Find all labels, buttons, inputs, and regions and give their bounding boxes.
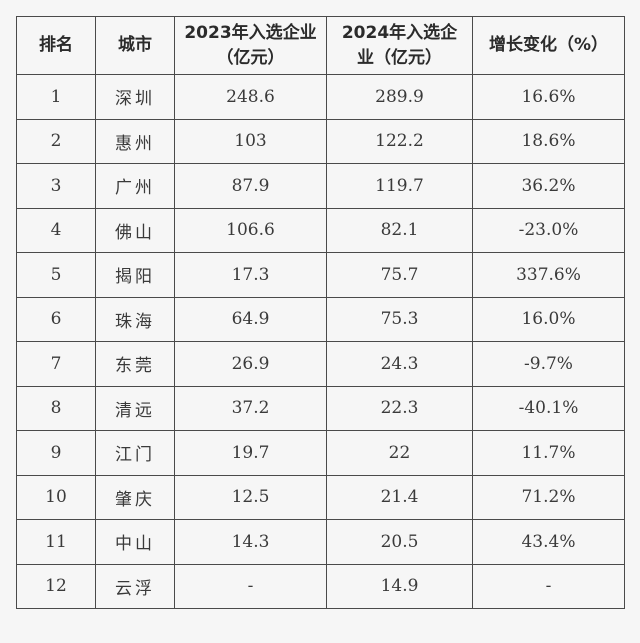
table-row: 4 佛山 106.6 82.1 -23.0% — [16, 207, 625, 253]
cell-2024-value: 75.7 — [326, 252, 473, 298]
cell-growth-change: 11.7% — [472, 430, 625, 476]
cell-2024-value: 21.4 — [326, 474, 473, 520]
cell-rank: 8 — [16, 385, 96, 431]
cell-rank: 10 — [16, 474, 96, 520]
table-row: 7 东莞 26.9 24.3 -9.7% — [16, 341, 625, 387]
cell-rank: 9 — [16, 430, 96, 476]
cell-city: 佛山 — [95, 207, 175, 253]
cell-2024-value: 289.9 — [326, 74, 473, 120]
cell-rank: 6 — [16, 296, 96, 342]
cell-2023-value: 17.3 — [174, 252, 327, 298]
header-growth-change: 增长变化（%） — [472, 16, 625, 75]
table-row: 8 清远 37.2 22.3 -40.1% — [16, 385, 625, 431]
header-2023-selected-enterprises: 2023年入选企业（亿元） — [174, 16, 327, 75]
cell-growth-change: 43.4% — [472, 519, 625, 565]
cell-growth-change: 16.0% — [472, 296, 625, 342]
cell-2023-value: 248.6 — [174, 74, 327, 120]
cell-2023-value: 14.3 — [174, 519, 327, 565]
table-row: 2 惠州 103 122.2 18.6% — [16, 118, 625, 164]
table-row: 3 广州 87.9 119.7 36.2% — [16, 163, 625, 209]
cell-city: 江门 — [95, 430, 175, 476]
cell-rank: 5 — [16, 252, 96, 298]
cell-2023-value: 26.9 — [174, 341, 327, 387]
cell-growth-change: -9.7% — [472, 341, 625, 387]
cell-growth-change: -40.1% — [472, 385, 625, 431]
table-row: 6 珠海 64.9 75.3 16.0% — [16, 296, 625, 342]
cell-rank: 12 — [16, 563, 96, 609]
table-body: 1 深圳 248.6 289.9 16.6% 2 惠州 103 122.2 18… — [16, 74, 625, 609]
cell-city: 中山 — [95, 519, 175, 565]
cell-2024-value: 82.1 — [326, 207, 473, 253]
cell-2023-value: - — [174, 563, 327, 609]
header-2023-label: 2023年入选企业（亿元） — [184, 22, 317, 68]
cell-city: 云浮 — [95, 563, 175, 609]
cell-growth-change: - — [472, 563, 625, 609]
cell-2024-value: 14.9 — [326, 563, 473, 609]
cell-2023-value: 103 — [174, 118, 327, 164]
cell-city: 揭阳 — [95, 252, 175, 298]
cell-2023-value: 87.9 — [174, 163, 327, 209]
cell-growth-change: 16.6% — [472, 74, 625, 120]
cell-2024-value: 22 — [326, 430, 473, 476]
cell-growth-change: 18.6% — [472, 118, 625, 164]
cell-city: 惠州 — [95, 118, 175, 164]
cell-2024-value: 24.3 — [326, 341, 473, 387]
cell-2024-value: 75.3 — [326, 296, 473, 342]
table-row: 12 云浮 - 14.9 - — [16, 563, 625, 609]
cell-rank: 2 — [16, 118, 96, 164]
cell-2023-value: 64.9 — [174, 296, 327, 342]
cell-2024-value: 122.2 — [326, 118, 473, 164]
cell-rank: 3 — [16, 163, 96, 209]
ranking-table-container: 排名 城市 2023年入选企业（亿元） 2024年入选企业（亿元） 增长变化（%… — [16, 16, 625, 609]
table-row: 5 揭阳 17.3 75.7 337.6% — [16, 252, 625, 298]
cell-city: 深圳 — [95, 74, 175, 120]
cell-city: 珠海 — [95, 296, 175, 342]
cell-growth-change: -23.0% — [472, 207, 625, 253]
cell-city: 广州 — [95, 163, 175, 209]
header-city: 城市 — [95, 16, 175, 75]
cell-2023-value: 37.2 — [174, 385, 327, 431]
table-header-row: 排名 城市 2023年入选企业（亿元） 2024年入选企业（亿元） 增长变化（%… — [16, 16, 625, 75]
table-row: 9 江门 19.7 22 11.7% — [16, 430, 625, 476]
cell-growth-change: 36.2% — [472, 163, 625, 209]
cell-city: 肇庆 — [95, 474, 175, 520]
city-ranking-table: 排名 城市 2023年入选企业（亿元） 2024年入选企业（亿元） 增长变化（%… — [16, 16, 625, 609]
cell-2023-value: 19.7 — [174, 430, 327, 476]
table-row: 1 深圳 248.6 289.9 16.6% — [16, 74, 625, 120]
header-rank: 排名 — [16, 16, 96, 75]
cell-rank: 7 — [16, 341, 96, 387]
cell-growth-change: 71.2% — [472, 474, 625, 520]
cell-2024-value: 119.7 — [326, 163, 473, 209]
cell-city: 清远 — [95, 385, 175, 431]
cell-2024-value: 20.5 — [326, 519, 473, 565]
cell-growth-change: 337.6% — [472, 252, 625, 298]
cell-rank: 11 — [16, 519, 96, 565]
cell-city: 东莞 — [95, 341, 175, 387]
header-2024-selected-enterprises: 2024年入选企业（亿元） — [326, 16, 473, 75]
cell-rank: 4 — [16, 207, 96, 253]
cell-2024-value: 22.3 — [326, 385, 473, 431]
cell-2023-value: 12.5 — [174, 474, 327, 520]
table-row: 11 中山 14.3 20.5 43.4% — [16, 519, 625, 565]
cell-rank: 1 — [16, 74, 96, 120]
table-row: 10 肇庆 12.5 21.4 71.2% — [16, 474, 625, 520]
cell-2023-value: 106.6 — [174, 207, 327, 253]
header-2024-label: 2024年入选企业（亿元） — [341, 22, 458, 68]
